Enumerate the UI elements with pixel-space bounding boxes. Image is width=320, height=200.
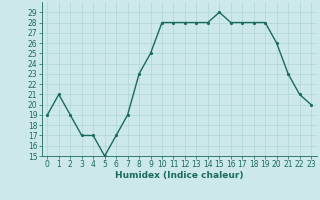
X-axis label: Humidex (Indice chaleur): Humidex (Indice chaleur) xyxy=(115,171,244,180)
